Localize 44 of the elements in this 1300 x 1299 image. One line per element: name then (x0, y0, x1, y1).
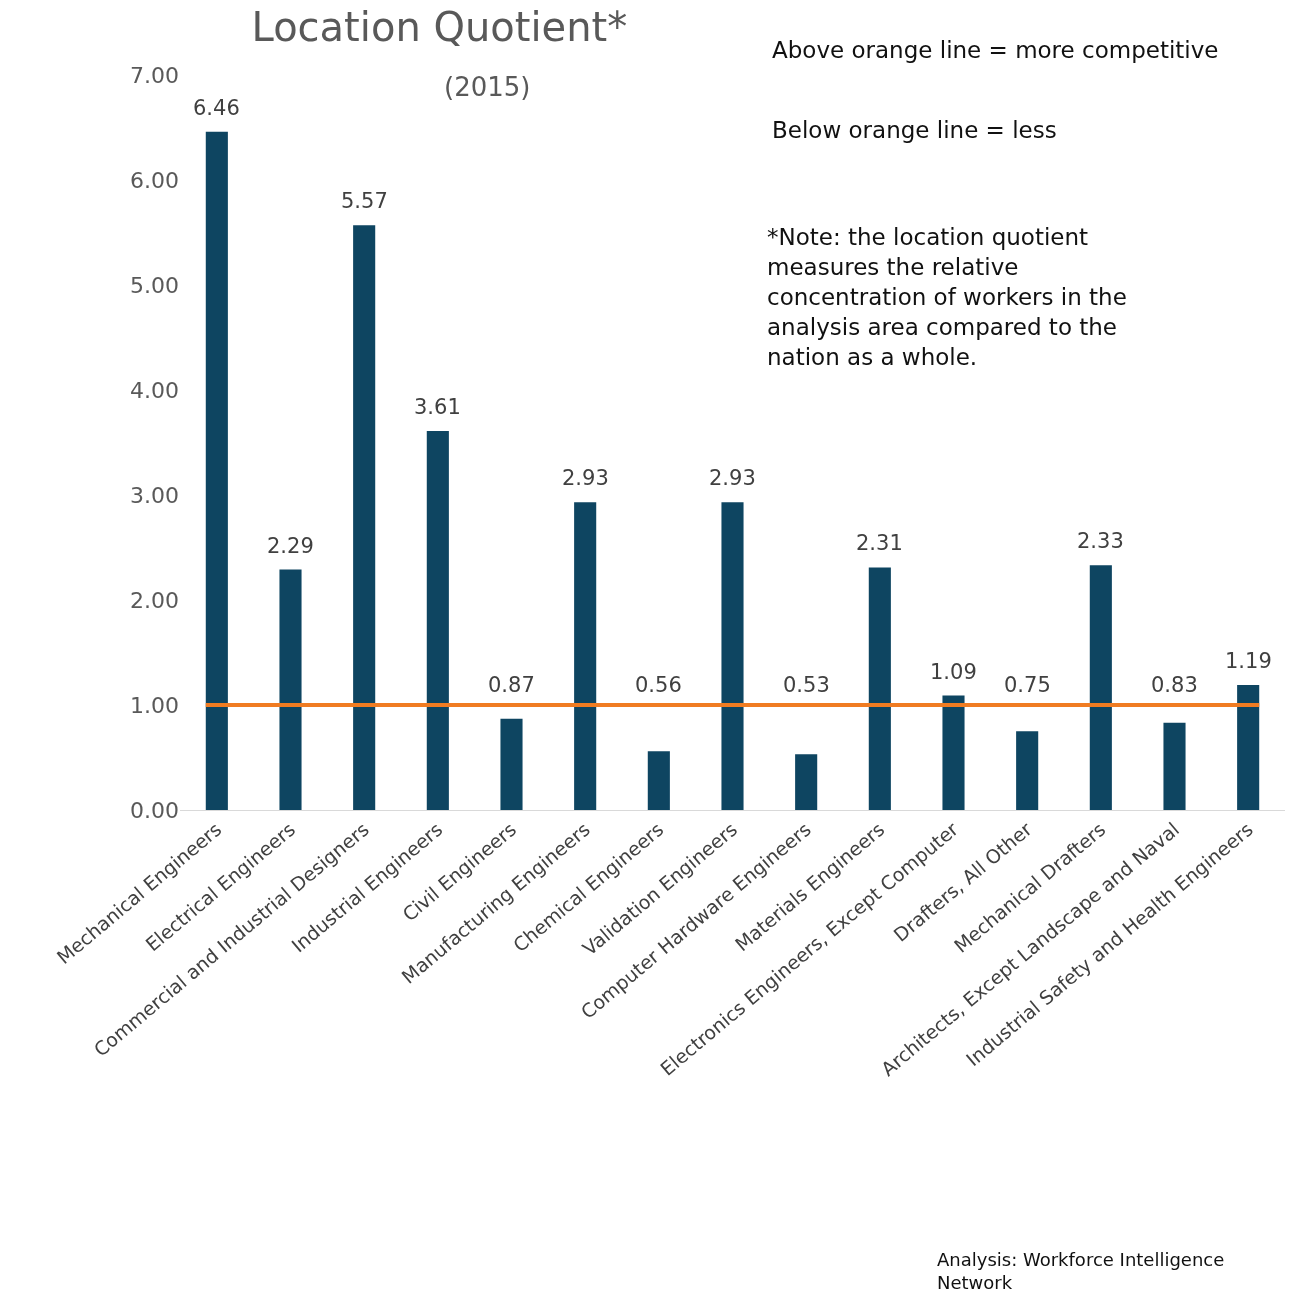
data-label: 1.19 (1225, 649, 1272, 673)
bar (279, 569, 302, 810)
data-label: 0.87 (488, 673, 535, 697)
data-label: 2.31 (856, 531, 903, 555)
bar (942, 695, 965, 810)
y-tick-label: 6.00 (130, 167, 179, 193)
bar (647, 751, 670, 810)
y-tick-label: 0.00 (130, 797, 179, 823)
bar (868, 567, 891, 810)
data-label: 5.57 (341, 189, 388, 213)
bar (1016, 731, 1039, 810)
data-label: 2.93 (562, 466, 609, 490)
data-label: 1.09 (930, 660, 977, 684)
annotation: Below orange line = less (772, 117, 1057, 143)
data-label: 0.75 (1004, 673, 1051, 697)
data-label: 2.33 (1077, 529, 1124, 553)
data-label: 3.61 (414, 395, 461, 419)
bar (426, 430, 449, 810)
y-tick-label: 2.00 (130, 587, 179, 613)
data-label: 2.93 (709, 466, 756, 490)
y-tick-label: 7.00 (130, 62, 179, 88)
y-tick-label: 4.00 (130, 377, 179, 403)
bar (574, 502, 597, 810)
data-label: 0.56 (635, 673, 682, 697)
y-tick-label: 1.00 (130, 692, 179, 718)
data-label: 0.53 (783, 673, 830, 697)
chart-subtitle: (2015) (444, 72, 531, 102)
bar (500, 718, 523, 810)
bar (795, 754, 818, 810)
text: Above orange line = more competitive (772, 37, 1219, 63)
annotation: *Note: the location quotient measures the relative concentration of workers in the analysis area compared to the nation as a whole. (767, 224, 1127, 370)
text: Analysis: Workforce Intelligence Network (937, 1249, 1225, 1294)
data-label: 0.83 (1151, 673, 1198, 697)
bar (1237, 685, 1260, 810)
bar (1163, 722, 1186, 810)
chart-title: Location Quotient* (251, 3, 628, 50)
y-tick-label: 3.00 (130, 482, 179, 508)
data-label: 6.46 (193, 96, 240, 120)
bar (1089, 565, 1112, 810)
data-label: 2.29 (267, 534, 314, 558)
bar (721, 502, 744, 810)
y-tick-label: 5.00 (130, 272, 179, 298)
bar (205, 131, 228, 810)
bar (353, 225, 376, 810)
